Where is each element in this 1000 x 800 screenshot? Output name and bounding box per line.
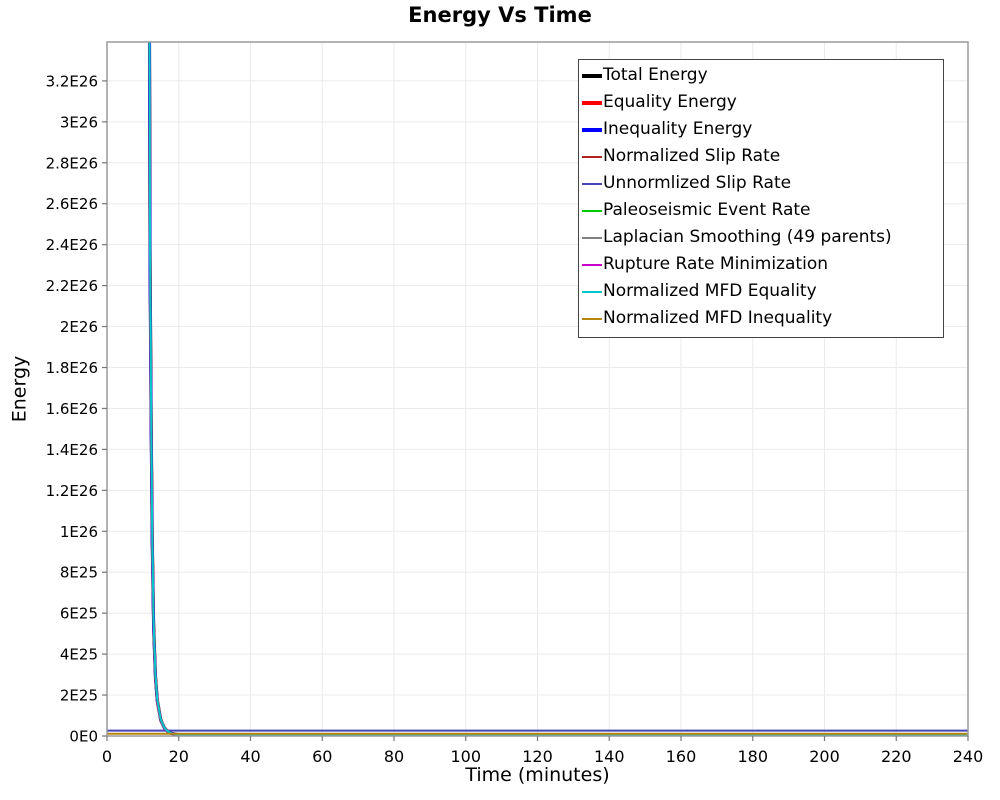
y-tick-label: 1.6E26 [46, 400, 98, 418]
legend-item-total-energy: Total Energy [582, 62, 943, 89]
legend-swatch [582, 73, 602, 78]
legend-item-rupture-rate-minimization: Rupture Rate Minimization [582, 251, 943, 278]
y-tick-label: 2E25 [60, 687, 98, 705]
x-tick-label: 220 [881, 747, 912, 766]
legend-swatch [582, 182, 602, 185]
x-tick-label: 100 [450, 747, 481, 766]
legend-label: Total Energy [603, 65, 708, 85]
legend-label: Laplacian Smoothing (49 parents) [603, 227, 892, 247]
legend-label: Inequality Energy [603, 119, 753, 139]
x-tick-label: 80 [384, 747, 404, 766]
legend-label: Rupture Rate Minimization [603, 254, 828, 274]
y-tick-label: 2.2E26 [46, 277, 98, 295]
legend-label: Unnormlized Slip Rate [603, 173, 792, 193]
legend-item-unnormlized-slip-rate: Unnormlized Slip Rate [582, 170, 943, 197]
legend-label: Paleoseismic Event Rate [603, 200, 811, 220]
x-tick-label: 60 [312, 747, 332, 766]
legend-swatch [582, 100, 602, 105]
legend-item-normalized-slip-rate: Normalized Slip Rate [582, 143, 943, 170]
legend-item-normalized-mfd-inequality: Normalized MFD Inequality [582, 305, 943, 332]
legend-swatch [582, 155, 602, 158]
x-tick-label: 120 [522, 747, 553, 766]
x-tick-label: 20 [169, 747, 189, 766]
x-tick-label: 140 [594, 747, 625, 766]
y-tick-label: 2.4E26 [46, 236, 98, 254]
y-tick-label: 4E25 [60, 646, 98, 664]
axis-ticks [102, 80, 969, 741]
x-tick-label: 200 [809, 747, 840, 766]
y-tick-label: 3.2E26 [46, 72, 98, 90]
y-tick-label: 2E26 [60, 318, 98, 336]
legend: Total Energy Equality Energy Inequality En… [578, 59, 944, 338]
x-tick-label: 240 [953, 747, 984, 766]
legend-label: Normalized Slip Rate [603, 146, 781, 166]
legend-swatch [582, 263, 602, 266]
legend-item-equality-energy: Equality Energy [582, 89, 943, 116]
y-tick-label: 1.4E26 [46, 441, 98, 459]
y-tick-label: 2.6E26 [46, 195, 98, 213]
y-tick-label: 2.8E26 [46, 154, 98, 172]
y-tick-label: 0E0 [69, 728, 98, 746]
x-tick-label: 40 [240, 747, 260, 766]
legend-swatch [582, 290, 602, 293]
legend-item-inequality-energy: Inequality Energy [582, 116, 943, 143]
y-tick-label: 1E26 [60, 523, 98, 541]
legend-item-paleoseismic-event-rate: Paleoseismic Event Rate [582, 197, 943, 224]
y-tick-label: 1.8E26 [46, 359, 98, 377]
x-axis-label: Time (minutes) [465, 764, 610, 786]
legend-label: Normalized MFD Equality [603, 281, 817, 301]
legend-swatch [582, 127, 602, 132]
x-tick-label: 0 [102, 747, 112, 766]
legend-item-normalized-mfd-equality: Normalized MFD Equality [582, 278, 943, 305]
legend-swatch [582, 317, 602, 320]
legend-label: Normalized MFD Inequality [603, 308, 833, 328]
legend-swatch [582, 209, 602, 212]
y-tick-label: 6E25 [60, 605, 98, 623]
axis-tick-labels: 0 20 40 60 80 100 120 140 160 180 200 220 240 0E0 2E25… [46, 72, 984, 766]
chart-title: Energy Vs Time [408, 3, 592, 27]
legend-item-laplacian-smoothing-49-parents: Laplacian Smoothing (49 parents) [582, 224, 943, 251]
x-tick-label: 180 [737, 747, 768, 766]
legend-swatch [582, 236, 602, 239]
x-tick-label: 160 [666, 747, 697, 766]
y-tick-label: 8E25 [60, 564, 98, 582]
y-tick-label: 1.2E26 [46, 482, 98, 500]
legend-label: Equality Energy [603, 92, 737, 112]
y-tick-label: 3E26 [60, 113, 98, 131]
